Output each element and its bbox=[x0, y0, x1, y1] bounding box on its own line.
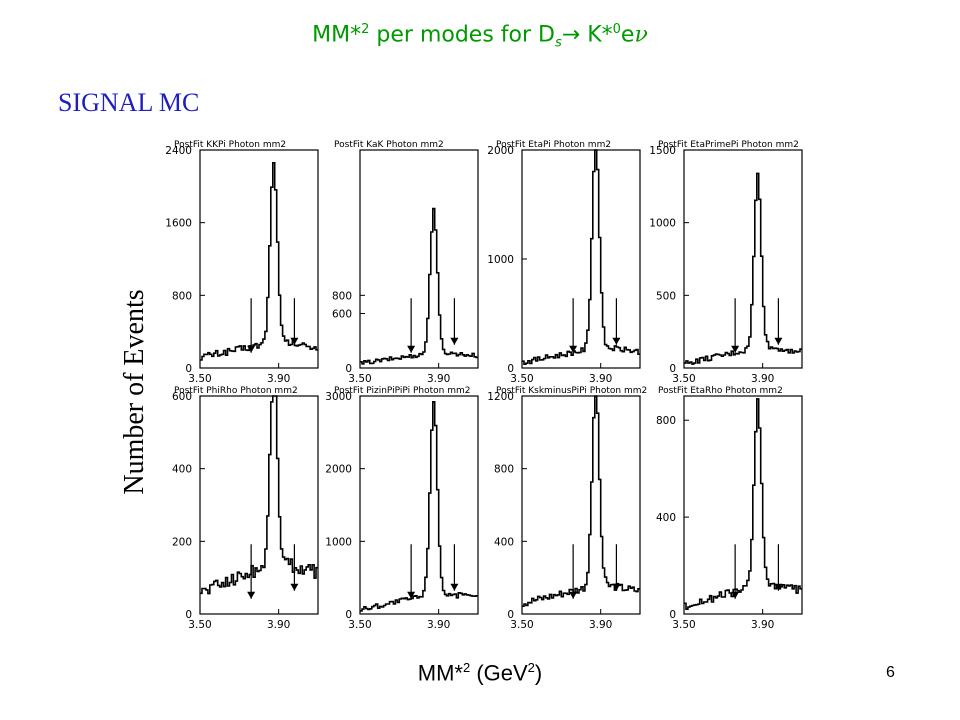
cut-arrow-head bbox=[247, 591, 256, 599]
cut-arrow-head bbox=[290, 337, 299, 345]
x-tick-label: 3.50 bbox=[672, 373, 695, 385]
y-tick-label: 2000 bbox=[487, 145, 514, 157]
panel-title: PostFit KskminusPiPi Photon mm2 bbox=[496, 386, 647, 396]
histogram-line bbox=[684, 172, 802, 365]
histogram-line bbox=[360, 401, 478, 612]
y-tick-label: 0 bbox=[185, 609, 192, 621]
histogram-line bbox=[684, 398, 802, 610]
page-number: 6 bbox=[886, 664, 895, 681]
y-tick-label: 1600 bbox=[165, 218, 192, 230]
y-tick-label: 0 bbox=[345, 609, 352, 621]
panel-title: PostFit PhiRho Photon mm2 bbox=[174, 386, 298, 396]
y-tick-label: 800 bbox=[172, 290, 192, 302]
panel-title: PostFit PizinPiPiPi Photon mm2 bbox=[334, 386, 470, 396]
y-tick-label: 1200 bbox=[487, 391, 514, 403]
histogram-panel-2: PostFit KaK Photon mm2 600 800 03.50 3.90 bbox=[332, 140, 479, 385]
histogram-line bbox=[200, 395, 318, 595]
panel-frame bbox=[521, 395, 641, 615]
cut-arrow-head bbox=[612, 337, 621, 345]
y-tick-label: 800 bbox=[494, 464, 514, 476]
y-tick-label: 800 bbox=[332, 290, 352, 302]
panel-frame bbox=[521, 149, 641, 369]
x-tick-label: 3.90 bbox=[267, 619, 290, 631]
y-tick-label: 1000 bbox=[325, 536, 352, 548]
y-tick-label: 1500 bbox=[649, 145, 676, 157]
histogram-line bbox=[200, 162, 318, 361]
x-tick-label: 3.50 bbox=[510, 373, 533, 385]
cut-arrow-head bbox=[450, 583, 459, 591]
histogram-line bbox=[522, 395, 640, 607]
x-tick-label: 3.50 bbox=[348, 619, 371, 631]
y-tick-label: 200 bbox=[172, 536, 192, 548]
y-tick-label: 500 bbox=[656, 290, 676, 302]
panel-frame bbox=[683, 149, 803, 369]
y-tick-label: 0 bbox=[185, 363, 192, 375]
x-tick-label: 3.50 bbox=[348, 373, 371, 385]
y-tick-label: 0 bbox=[345, 363, 352, 375]
y-tick-label: 1000 bbox=[649, 218, 676, 230]
histogram-panel-8: PostFit EtaRho Photon mm2 800 400 03.50 3.90 bbox=[656, 386, 803, 631]
cut-arrow-head bbox=[774, 583, 783, 591]
histogram-line bbox=[360, 207, 478, 365]
cut-arrow-head bbox=[407, 591, 416, 599]
y-tick-label: 2400 bbox=[165, 145, 192, 157]
panel-title: PostFit KKPi Photon mm2 bbox=[174, 140, 286, 150]
x-tick-label: 3.90 bbox=[427, 373, 450, 385]
x-tick-label: 3.90 bbox=[751, 373, 774, 385]
cut-arrow-head bbox=[612, 583, 621, 591]
x-tick-label: 3.90 bbox=[589, 373, 612, 385]
panel-title: PostFit EtaRho Photon mm2 bbox=[658, 386, 783, 396]
panel-frame bbox=[683, 395, 803, 615]
y-tick-label: 3000 bbox=[325, 391, 352, 403]
x-tick-label: 3.50 bbox=[510, 619, 533, 631]
panel-frame bbox=[359, 149, 479, 369]
x-tick-label: 3.50 bbox=[188, 373, 211, 385]
y-tick-label: 600 bbox=[172, 391, 192, 403]
x-tick-label: 3.90 bbox=[751, 619, 774, 631]
cut-arrow-head bbox=[290, 583, 299, 591]
x-tick-label: 3.90 bbox=[427, 619, 450, 631]
y-tick-label: 0 bbox=[669, 363, 676, 375]
cut-arrow-head bbox=[774, 337, 783, 345]
y-tick-label: 800 bbox=[656, 415, 676, 427]
x-tick-label: 3.50 bbox=[672, 619, 695, 631]
histogram-line bbox=[522, 149, 640, 365]
panel-title: PostFit EtaPi Photon mm2 bbox=[496, 140, 611, 150]
y-tick-label: 2000 bbox=[325, 464, 352, 476]
y-tick-label: 400 bbox=[172, 464, 192, 476]
cut-arrow-head bbox=[407, 345, 416, 353]
x-tick-label: 3.50 bbox=[188, 619, 211, 631]
y-tick-label: 0 bbox=[507, 609, 514, 621]
panel-frame bbox=[199, 395, 319, 615]
y-tick-label: 600 bbox=[332, 309, 352, 321]
y-tick-label: 1000 bbox=[487, 254, 514, 266]
cut-arrow-head bbox=[450, 337, 459, 345]
cut-arrow-head bbox=[247, 345, 256, 353]
cut-arrow-head bbox=[569, 591, 578, 599]
cut-arrow-head bbox=[569, 345, 578, 353]
x-axis-label: MM*2 (GeV2) bbox=[417, 660, 543, 686]
slide-title: MM*2 per modes for Ds→ K*0eν bbox=[312, 22, 648, 51]
cut-arrow-head bbox=[731, 345, 740, 353]
x-tick-label: 3.90 bbox=[267, 373, 290, 385]
panel-frame bbox=[359, 395, 479, 615]
panel-title: PostFit KaK Photon mm2 bbox=[334, 140, 444, 150]
cut-arrow-head bbox=[731, 591, 740, 599]
y-tick-label: 400 bbox=[494, 536, 514, 548]
signal-mc-label: SIGNAL MC bbox=[58, 88, 200, 117]
panel-title: PostFit EtaPrimePi Photon mm2 bbox=[658, 140, 799, 150]
panel-frame bbox=[199, 149, 319, 369]
y-tick-label: 400 bbox=[656, 512, 676, 524]
y-tick-label: 0 bbox=[669, 609, 676, 621]
x-tick-label: 3.90 bbox=[589, 619, 612, 631]
y-tick-label: 0 bbox=[507, 363, 514, 375]
